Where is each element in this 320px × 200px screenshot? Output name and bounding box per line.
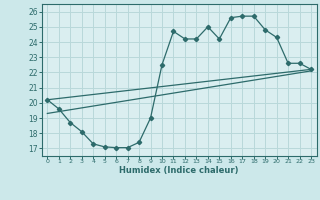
X-axis label: Humidex (Indice chaleur): Humidex (Indice chaleur)	[119, 166, 239, 175]
